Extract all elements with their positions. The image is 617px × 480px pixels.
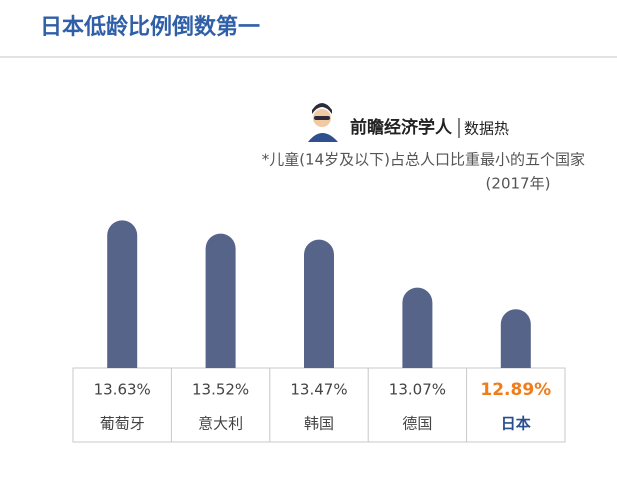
category-label: 日本 xyxy=(501,415,531,433)
category-label: 德国 xyxy=(402,415,432,433)
category-label: 意大利 xyxy=(198,415,243,433)
brand-icon xyxy=(308,103,338,142)
bar xyxy=(402,287,433,368)
category-label: 韩国 xyxy=(304,415,334,433)
value-label: 13.63% xyxy=(94,381,151,399)
brand: 前瞻经济学人 xyxy=(350,117,453,138)
subtitle: *儿童(14岁及以下)占总人口比重最小的五个国家 xyxy=(262,151,585,169)
bar xyxy=(107,220,138,368)
value-label: 12.89% xyxy=(480,380,551,400)
chart-title: 日本低龄比例倒数第一 xyxy=(40,14,260,40)
value-label: 13.52% xyxy=(192,381,249,399)
brand-tag: 数据热 xyxy=(464,120,509,138)
value-label: 13.47% xyxy=(290,381,347,399)
bar xyxy=(500,309,531,368)
subtitle-year: (2017年) xyxy=(486,175,551,193)
value-label: 13.07% xyxy=(389,381,446,399)
category-label: 葡萄牙 xyxy=(100,415,145,433)
bar xyxy=(205,233,236,368)
bar xyxy=(304,239,334,368)
